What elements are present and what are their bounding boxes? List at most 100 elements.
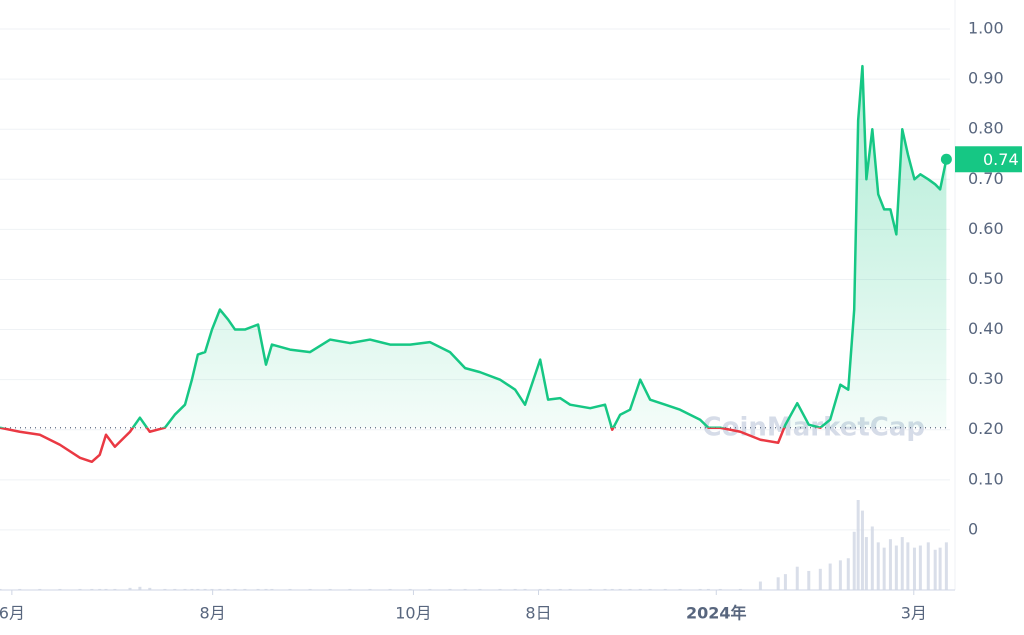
x-tick-label: 8月 — [200, 604, 226, 623]
volume-bar — [758, 581, 762, 590]
volume-bar — [783, 574, 787, 590]
price-line-up — [0, 64, 948, 428]
y-tick-label: 0.90 — [968, 69, 1004, 88]
volume-bar — [463, 588, 467, 590]
volume-bar — [610, 588, 614, 590]
volume-bar — [218, 588, 222, 590]
volume-bar — [807, 570, 811, 590]
volume-bar — [618, 588, 622, 590]
y-tick-label: 0.30 — [968, 369, 1004, 388]
volume-bar — [852, 531, 856, 590]
area-up — [132, 66, 947, 428]
y-tick-label: 0.20 — [968, 419, 1004, 438]
volume-bar — [828, 563, 832, 590]
volume-bar — [428, 588, 432, 590]
y-tick-label: 0.50 — [968, 269, 1004, 288]
volume-bar — [513, 588, 517, 590]
volume-bar — [256, 588, 260, 590]
last-price-label: 0.74 — [983, 150, 1019, 169]
volume-bar — [348, 588, 352, 590]
x-tick-label: 2024年 — [686, 604, 747, 623]
volume-bar — [718, 588, 722, 590]
volume-bar — [233, 588, 237, 590]
volume-bar — [638, 588, 642, 590]
volume-bar — [58, 588, 62, 590]
volume-bar — [408, 588, 412, 590]
volume-bar — [926, 542, 930, 590]
volume-bar — [912, 547, 916, 590]
volume-bar — [900, 537, 904, 590]
y-tick-label: 0 — [968, 519, 978, 538]
volume-bar — [308, 588, 312, 590]
volume-bar — [196, 588, 200, 590]
volume-bar — [738, 588, 742, 590]
volume-bar — [906, 542, 910, 590]
volume-bar — [678, 588, 682, 590]
volume-bar — [190, 588, 194, 590]
volume-bar — [933, 549, 937, 590]
volume-bar — [0, 588, 2, 590]
volume-bar — [838, 560, 842, 590]
volume-bar — [148, 587, 152, 590]
volume-bar — [163, 588, 167, 590]
volume-bar — [888, 539, 892, 590]
x-tick-label: 3月 — [901, 604, 927, 623]
volume-bar — [173, 588, 177, 590]
last-point — [940, 153, 952, 165]
volume-bar — [288, 588, 292, 590]
last-price-box — [955, 146, 1022, 173]
volume-bar — [98, 588, 102, 590]
volume-bar — [856, 500, 860, 590]
volume-bar — [860, 510, 864, 590]
volume-bar — [795, 566, 799, 590]
volume-bar — [944, 542, 948, 590]
volume-bar — [128, 587, 132, 590]
volume-bar — [882, 547, 886, 590]
volume-bar — [183, 588, 187, 590]
volume-bar — [78, 588, 82, 590]
volume-bar — [328, 588, 332, 590]
y-tick-label: 0.70 — [968, 169, 1004, 188]
volume-bar — [368, 588, 372, 590]
volume-bar — [663, 588, 667, 590]
volume-bar — [603, 588, 607, 590]
volume-bar — [538, 588, 542, 590]
volume-bar — [523, 588, 527, 590]
volume-bar — [546, 588, 550, 590]
y-tick-label: 1.00 — [968, 19, 1004, 38]
volume-bar — [264, 588, 268, 590]
volume-bar — [894, 545, 898, 590]
x-tick-label: 6月 — [0, 604, 25, 623]
volume-bar — [628, 588, 632, 590]
volume-bar — [270, 588, 274, 590]
volume-bar — [698, 588, 702, 590]
volume-bar — [448, 588, 452, 590]
y-tick-label: 0.60 — [968, 219, 1004, 238]
y-tick-label: 0.10 — [968, 469, 1004, 488]
x-tick-label: 10月 — [395, 604, 431, 623]
volume-bar — [388, 588, 392, 590]
volume-bar — [138, 586, 142, 590]
volume-bar — [90, 588, 94, 590]
volume-bar — [938, 547, 942, 590]
volume-bar — [818, 568, 822, 590]
volume-bar — [864, 537, 868, 590]
volume-bar — [203, 588, 207, 590]
volume-bar — [870, 526, 874, 590]
volume-bar — [648, 588, 652, 590]
volume-bar — [226, 588, 230, 590]
volume-bar — [558, 588, 562, 590]
volume-bar — [706, 588, 710, 590]
y-tick-label: 0.40 — [968, 319, 1004, 338]
volume-bar — [210, 588, 214, 590]
volume-bar — [588, 588, 592, 590]
volume-bar — [918, 545, 922, 590]
volume-bar — [478, 588, 482, 590]
volume-bar — [846, 558, 850, 590]
volume-bar — [38, 588, 42, 590]
x-tick-label: 8日 — [525, 604, 551, 623]
volume-bar — [776, 577, 780, 590]
volume-bar — [243, 588, 247, 590]
